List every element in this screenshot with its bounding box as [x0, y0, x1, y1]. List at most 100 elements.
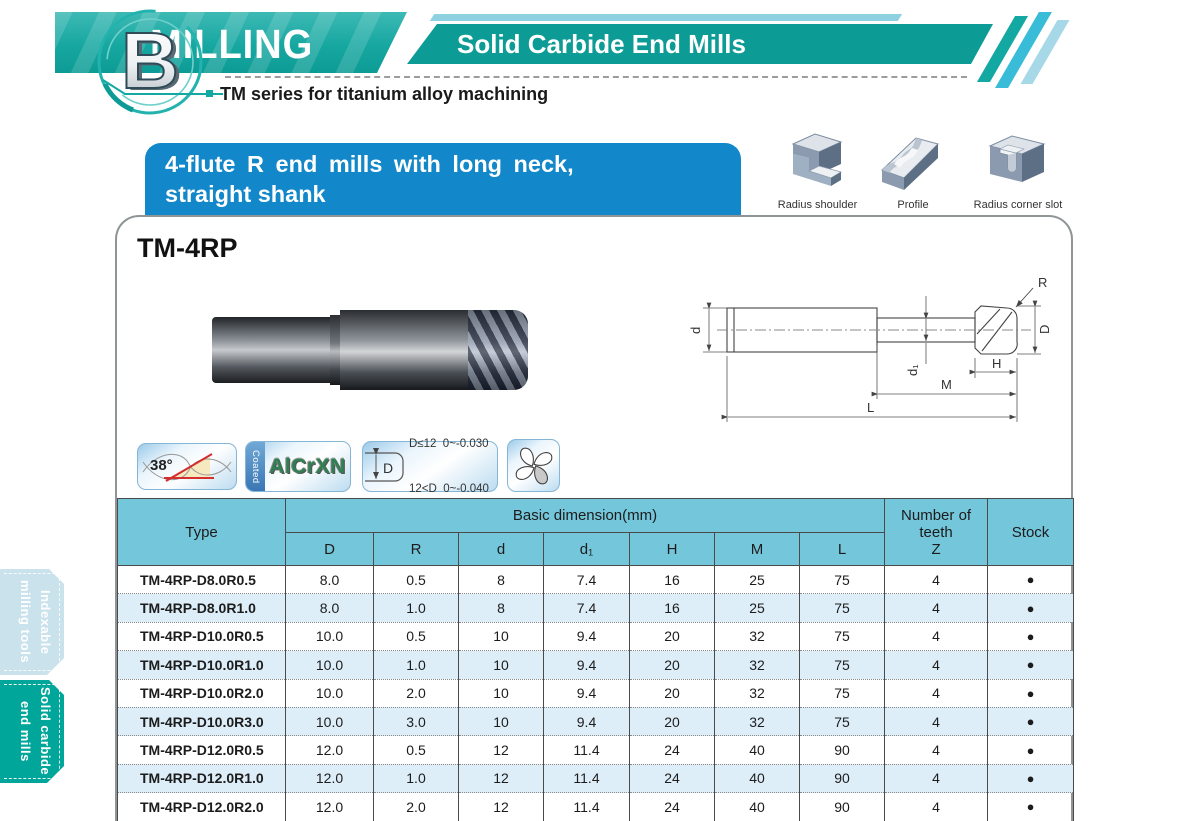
sidebar-tab-solid-carbide-end-mills[interactable]: Solid carbide end mills: [0, 680, 64, 783]
cell-L: 75: [798, 621, 886, 652]
table-row: TM-4RP-D12.0R0.5 12.0 0.5 12 11.4 24 40 …: [117, 735, 1075, 765]
cell-H: 24: [629, 792, 715, 821]
cell-R: 3.0: [373, 706, 459, 737]
dim-label-d: d: [689, 327, 703, 334]
cell-stock: ●: [987, 593, 1075, 623]
page-heading-banner: 4-flute R end mills with long neck, stra…: [145, 143, 741, 215]
cell-d: 12: [458, 735, 544, 765]
cell-M: 40: [714, 792, 800, 821]
cell-D: 12.0: [285, 763, 374, 794]
sidebar-tab-indexable-milling-tools[interactable]: Indexable milling tools: [0, 569, 64, 675]
cell-stock: ●: [987, 678, 1075, 708]
logo-icon: B B: [97, 9, 203, 115]
cell-D: 10.0: [285, 706, 374, 737]
cell-Z: 4: [884, 792, 989, 821]
cell-D: 10.0: [285, 678, 374, 708]
cell-stock: ●: [987, 650, 1075, 680]
cell-d: 10: [458, 678, 544, 708]
dim-label-L: L: [867, 400, 874, 415]
col-header-R: R: [373, 532, 459, 566]
cell-type: TM-4RP-D10.0R3.0: [117, 706, 286, 737]
cell-H: 16: [629, 564, 715, 595]
dim-label-D: D: [1037, 325, 1052, 334]
col-header-group: Basic dimension(mm): [284, 498, 886, 533]
tolerance-line2: 12<D 0~-0.040: [409, 482, 489, 495]
application-radius-corner-slot: Radius corner slot: [957, 130, 1079, 211]
cell-Z: 4: [884, 593, 989, 623]
application-label: Radius corner slot: [973, 199, 1063, 211]
series-title: TM series for titanium alloy machining: [220, 84, 549, 104]
cell-R: 2.0: [373, 792, 459, 821]
table-row: TM-4RP-D8.0R0.5 8.0 0.5 8 7.4 16 25 75 4…: [117, 564, 1075, 595]
cell-R: 1.0: [373, 763, 459, 794]
cell-stock: ●: [987, 735, 1075, 765]
teeth-line2: teeth: [919, 523, 953, 541]
cell-d: 10: [458, 650, 544, 680]
subcategory-bar: Solid Carbide End Mills: [407, 24, 993, 64]
col-header-teeth: Number of teeth Z: [884, 498, 989, 566]
flute-count-badge: [507, 439, 560, 492]
tolerance-symbol: D: [383, 460, 393, 476]
col-header-M: M: [714, 532, 800, 566]
cell-L: 90: [798, 763, 886, 794]
header-bar-stripes: [55, 12, 407, 73]
cell-M: 25: [714, 593, 800, 623]
table-row: TM-4RP-D10.0R0.5 10.0 0.5 10 9.4 20 32 7…: [117, 621, 1075, 652]
application-label: Radius shoulder: [777, 199, 858, 211]
cell-type: TM-4RP-D8.0R1.0: [117, 593, 286, 623]
cell-D: 10.0: [285, 621, 374, 652]
cell-M: 25: [714, 564, 800, 595]
table-row: TM-4RP-D10.0R1.0 10.0 1.0 10 9.4 20 32 7…: [117, 650, 1075, 680]
radius-corner-slot-3d-icon: [988, 135, 1046, 182]
cell-type: TM-4RP-D10.0R2.0: [117, 678, 286, 708]
cell-R: 0.5: [373, 621, 459, 652]
cell-stock: ●: [987, 706, 1075, 737]
cell-Z: 4: [884, 678, 989, 708]
cell-L: 75: [798, 678, 886, 708]
application-label: Profile: [897, 199, 929, 211]
cell-d1: 11.4: [543, 735, 630, 765]
application-radius-shoulder: Radius shoulder: [765, 130, 870, 211]
header-bar: [55, 12, 407, 73]
cell-stock: ●: [987, 564, 1075, 595]
helix-angle-icon: [142, 453, 232, 482]
svg-text:B: B: [125, 18, 183, 107]
cell-M: 32: [714, 678, 800, 708]
table-row: TM-4RP-D10.0R3.0 10.0 3.0 10 9.4 20 32 7…: [117, 706, 1075, 737]
cell-d1: 9.4: [543, 678, 630, 708]
coating-name: AlCrXN: [269, 454, 346, 478]
dim-label-H: H: [992, 356, 1001, 371]
table-row: TM-4RP-D10.0R2.0 10.0 2.0 10 9.4 20 32 7…: [117, 678, 1075, 708]
coating-badge: Coated AlCrXN: [245, 441, 351, 492]
cell-D: 10.0: [285, 650, 374, 680]
cell-d: 8: [458, 564, 544, 595]
cell-L: 90: [798, 792, 886, 821]
end-mill-ring: [330, 315, 340, 385]
dimension-drawing: R d d₁ D H: [689, 275, 1052, 422]
cell-d1: 9.4: [543, 621, 630, 652]
cell-D: 12.0: [285, 792, 374, 821]
table-row: TM-4RP-D12.0R1.0 12.0 1.0 12 11.4 24 40 …: [117, 763, 1075, 794]
header-dashed-line: [225, 76, 967, 78]
cell-R: 1.0: [373, 593, 459, 623]
section-b-logo: B B: [83, 4, 217, 120]
series-bullet: [206, 90, 213, 97]
cell-D: 8.0: [285, 564, 374, 595]
cell-Z: 4: [884, 650, 989, 680]
cell-H: 20: [629, 678, 715, 708]
cell-type: TM-4RP-D12.0R1.0: [117, 763, 286, 794]
cell-d: 10: [458, 706, 544, 737]
table-row: TM-4RP-D12.0R2.0 12.0 2.0 12 11.4 24 40 …: [117, 792, 1075, 821]
tolerance-badge: D D≤12 0~-0.030 12<D 0~-0.040: [362, 438, 498, 495]
cell-H: 24: [629, 763, 715, 794]
cell-R: 0.5: [373, 735, 459, 765]
cell-H: 24: [629, 735, 715, 765]
col-header-stock: Stock: [987, 498, 1075, 566]
cell-R: 1.0: [373, 650, 459, 680]
cell-type: TM-4RP-D8.0R0.5: [117, 564, 286, 595]
cell-stock: ●: [987, 621, 1075, 652]
col-header-L: L: [798, 532, 886, 566]
cell-L: 75: [798, 564, 886, 595]
cell-M: 32: [714, 621, 800, 652]
